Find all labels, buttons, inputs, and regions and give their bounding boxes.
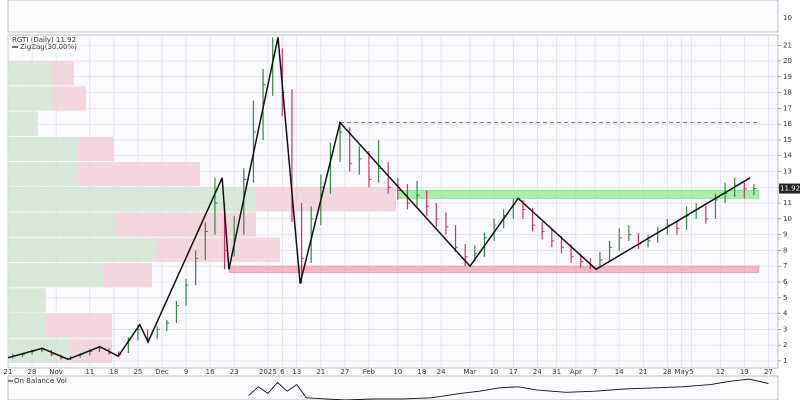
x-tick-label: 12 (716, 368, 725, 376)
x-tick-label: 23 (230, 368, 239, 376)
vbp-down (78, 162, 200, 187)
x-tick-label: 11 (85, 368, 94, 376)
vbp-up (8, 338, 70, 364)
x-tick-label: 10 (490, 368, 499, 376)
vbp-down (104, 263, 152, 288)
y-tick-label: 20 (783, 57, 792, 65)
obv-panel (7, 375, 779, 400)
x-tick-label: 18 (417, 368, 426, 376)
vbp-down (52, 86, 86, 111)
zigzag-line (8, 37, 751, 361)
x-tick-label: 28 (663, 368, 672, 376)
vbp-down (78, 136, 114, 162)
x-tick-label: 10 (393, 368, 402, 376)
plot (8, 37, 760, 364)
x-tick-label: 27 (764, 368, 773, 376)
x-tick-label: Nov (49, 368, 63, 376)
x-tick-label: 27 (340, 368, 349, 376)
x-tick-label: 17 (509, 368, 518, 376)
y-tick-label: 4 (783, 310, 788, 318)
x-tick-label: 28 (28, 368, 37, 376)
vbp-up (8, 187, 256, 212)
obv-label: On Balance Vol (14, 377, 67, 385)
x-tick-label: 24 (437, 368, 446, 376)
x-tick-label: 9 (184, 368, 188, 376)
vbp-down (116, 212, 256, 237)
resistance-zone (397, 189, 760, 199)
y-tick-label: 8 (783, 246, 787, 254)
y-tick-label: 2 (783, 341, 787, 349)
obv-line (248, 378, 769, 400)
price-tag (779, 183, 800, 194)
x-tick-label: Feb (363, 368, 376, 376)
vbp-up (8, 111, 38, 136)
x-tick-label: 16 (206, 368, 215, 376)
vbp-up (8, 288, 46, 313)
chart-title: RGTI (Daily) 11.92 (12, 36, 76, 44)
y-tick-label: 7 (783, 262, 787, 270)
y-tick-label: 21 (783, 41, 792, 49)
vbp-down (156, 237, 280, 263)
legend-zigzag: ZigZag(30.00%) (20, 43, 77, 51)
x-tick-label: 13 (292, 368, 301, 376)
y-tick-label: 6 (783, 278, 788, 286)
vbp-down (46, 313, 112, 338)
y-tick-label: 10 (783, 215, 792, 223)
y-tick-label: 13 (783, 168, 792, 176)
vbp-up (8, 162, 78, 187)
x-tick-label: 24 (533, 368, 542, 376)
x-tick-label: Apr (570, 368, 582, 376)
vbp-up (8, 136, 78, 162)
x-tick-label: Dec (155, 368, 169, 376)
y-tick-label: 9 (783, 231, 787, 239)
x-tick-label: 21 (316, 368, 325, 376)
vbp-up (8, 212, 116, 237)
vbp-up (8, 61, 52, 86)
y-tick-label: 19 (783, 73, 792, 81)
x-tick-label: 7 (593, 368, 597, 376)
x-tick-label: 21 (4, 368, 13, 376)
support-zone (228, 265, 760, 274)
x-tick-label: 31 (552, 368, 561, 376)
vbp-down (52, 61, 74, 86)
x-tick-label: 18 (109, 368, 118, 376)
y-tick-label: 16 (783, 120, 792, 128)
x-tick-label: 25 (133, 368, 142, 376)
y-tick-label: 5 (783, 294, 787, 302)
y-tick-label: 3 (783, 325, 787, 333)
y-tick-label: 15 (783, 136, 792, 144)
vbp-down (256, 187, 396, 212)
price-tag-label: 11.92 (780, 185, 800, 193)
x-tick-label: Mar (463, 368, 476, 376)
obv-plot (248, 378, 769, 400)
y-tick-label: 1 (783, 357, 787, 365)
vbp-up (8, 86, 52, 111)
vbp-up (8, 313, 46, 338)
y-tick-label: 11 (783, 199, 792, 207)
x-tick-label: 2025 (259, 368, 277, 376)
vbp-up (8, 263, 104, 288)
x-tick-label: 6 (280, 368, 285, 376)
upper-tick-label: 10 (783, 14, 792, 22)
vbp-up (8, 237, 156, 263)
y-tick-label: 14 (783, 152, 792, 160)
y-tick-label: 18 (783, 89, 792, 97)
y-tick-label: 17 (783, 104, 792, 112)
x-tick-label: 19 (740, 368, 749, 376)
upper-panel (7, 0, 779, 33)
x-tick-label: May (675, 368, 689, 376)
x-tick-label: 5 (689, 368, 693, 376)
x-tick-label: 14 (615, 368, 624, 376)
x-tick-label: 21 (639, 368, 648, 376)
